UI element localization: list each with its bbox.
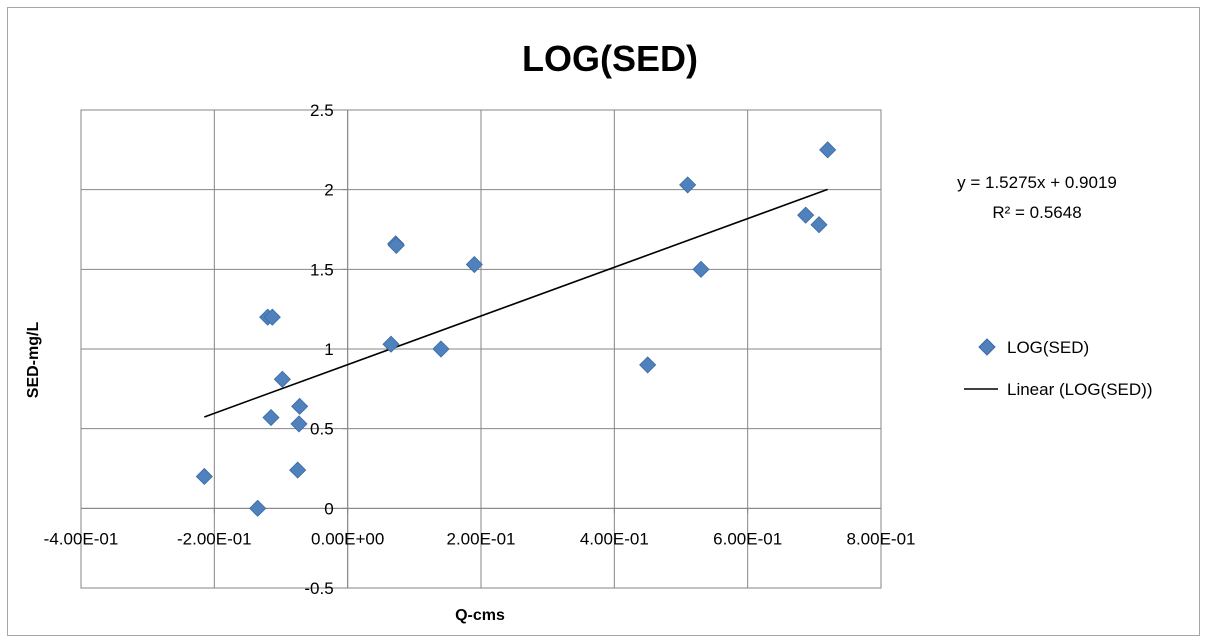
y-axis-title: SED-mg/L: [25, 322, 42, 399]
legend-label-trendline: Linear (LOG(SED)): [1007, 380, 1152, 399]
trendline-equation: y = 1.5275x + 0.9019: [957, 173, 1117, 192]
x-axis-title: Q-cms: [455, 607, 505, 624]
r-squared-label: R² = 0.5648: [992, 203, 1081, 222]
data-point: [387, 236, 405, 254]
data-point: [289, 461, 307, 479]
legend-diamond-marker: [978, 338, 996, 356]
legend: LOG(SED) Linear (LOG(SED)): [964, 338, 1152, 399]
legend-label-series: LOG(SED): [1007, 338, 1089, 357]
gridlines: [80, 109, 882, 589]
data-point: [465, 255, 483, 274]
scatter-chart: -0.5 0 0.5 1 1.5 2 2.5 -4.00E-01 -2.00E-01 0.00E+…: [25, 38, 1152, 624]
data-point: [290, 415, 308, 433]
data-point: [432, 340, 450, 358]
data-point: [291, 397, 309, 415]
x-tick-label: 4.00E-01: [580, 529, 649, 548]
y-tick-label: 0: [324, 499, 333, 518]
y-tick-label: 0.5: [310, 420, 334, 439]
data-points: [195, 141, 837, 517]
data-point: [797, 206, 815, 224]
data-point: [810, 216, 828, 234]
chart-area: -0.5 0 0.5 1 1.5 2 2.5 -4.00E-01 -2.00E-01 0.00E+…: [7, 7, 1200, 636]
data-point: [692, 260, 710, 278]
y-tick-label: 2: [324, 181, 333, 200]
data-point: [195, 467, 213, 486]
data-point: [263, 308, 281, 326]
tick-labels: -0.5 0 0.5 1 1.5 2 2.5 -4.00E-01 -2.00E-01 0.00E+…: [44, 101, 916, 598]
x-tick-label: -2.00E-01: [177, 529, 252, 548]
chart-title: LOG(SED): [522, 38, 698, 79]
x-tick-label: 2.00E-01: [447, 529, 516, 548]
data-point: [273, 370, 291, 388]
data-point: [679, 176, 697, 194]
x-tick-label: -4.00E-01: [44, 529, 119, 548]
data-point: [639, 356, 657, 374]
y-tick-label: 2.5: [310, 101, 334, 120]
x-tick-label: 6.00E-01: [713, 529, 782, 548]
y-tick-label: 1: [324, 340, 333, 359]
data-point: [382, 335, 400, 353]
y-tick-label: 1.5: [310, 260, 334, 279]
data-point: [262, 408, 280, 427]
x-tick-label: 8.00E-01: [847, 529, 916, 548]
data-point: [249, 499, 267, 517]
y-tick-label: -0.5: [304, 579, 333, 598]
x-tick-label: 0.00E+00: [311, 529, 384, 548]
axes: [80, 109, 882, 589]
trendline: [204, 188, 828, 418]
data-point: [819, 141, 837, 159]
trendline-group: [204, 188, 828, 418]
